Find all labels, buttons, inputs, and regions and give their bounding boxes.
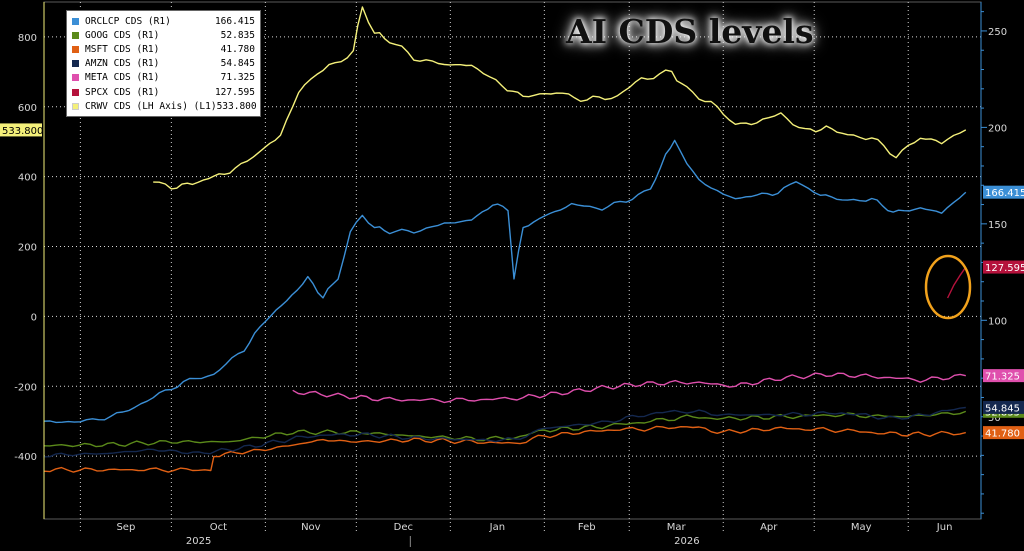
x-tick-label: Dec [394, 522, 413, 533]
left-tick-label: -200 [14, 382, 37, 393]
legend-label: ORCLCP CDS (R1) [85, 15, 171, 27]
left-tick-label: -400 [14, 452, 37, 463]
x-tick-label: Feb [578, 522, 596, 533]
series-line-amzn [43, 406, 966, 458]
x-tick-label: Mar [667, 522, 687, 533]
last-value-label: 71.325 [985, 372, 1020, 383]
last-value-label: 127.595 [985, 263, 1024, 274]
legend-label: GOOG CDS (R1) [85, 29, 160, 41]
legend-label: SPCX CDS (R1) [85, 86, 160, 98]
right-tick-label: 200 [988, 123, 1007, 134]
legend-swatch [72, 102, 79, 110]
legend-swatch [72, 17, 79, 25]
legend-swatch [72, 45, 79, 53]
chart-title: AI CDS levels [566, 12, 814, 51]
left-tick-label: 200 [18, 243, 37, 254]
legend-item-amzn: AMZN CDS (R1) 54.845 [72, 57, 255, 71]
x-tick-label: Sep [116, 522, 135, 533]
last-value-tag [983, 400, 1024, 414]
legend-label: META CDS (R1) [85, 72, 160, 84]
legend-swatch [72, 74, 79, 82]
legend-label: CRWV CDS (LH Axis) (L1) [85, 100, 217, 112]
legend-value: 166.415 [214, 15, 255, 27]
series-line-msft [43, 425, 966, 473]
legend-item-meta: META CDS (R1) 71.325 [72, 71, 255, 85]
legend-value: 533.800 [216, 100, 257, 112]
x-tick-label: Jan [489, 522, 505, 533]
x-tick-label: May [851, 522, 872, 533]
legend-swatch [72, 31, 79, 39]
legend: ORCLCP CDS (R1) 166.415 GOOG CDS (R1) 52… [66, 10, 261, 118]
legend-label: AMZN CDS (R1) [85, 58, 160, 70]
legend-value: 71.325 [220, 72, 255, 84]
year-label: 2026 [674, 536, 699, 547]
legend-item-orclcp: ORCLCP CDS (R1) 166.415 [72, 14, 255, 28]
legend-swatch [72, 60, 79, 68]
last-value-tag [983, 426, 1024, 440]
left-tick-label: 400 [18, 173, 37, 184]
last-value-tag [983, 185, 1024, 199]
left-tick-label: 600 [18, 103, 37, 114]
last-value-label: 54.845 [985, 403, 1020, 414]
right-tick-label: 150 [988, 220, 1007, 231]
left-tick-label: 800 [18, 33, 37, 44]
legend-item-msft: MSFT CDS (R1) 41.780 [72, 42, 255, 56]
series-lines [43, 6, 967, 473]
last-value-label: 533.800 [2, 126, 43, 137]
legend-value: 41.780 [220, 43, 255, 55]
left-tick-label: 0 [31, 312, 37, 323]
series-line-spcx [946, 266, 967, 299]
x-tick-label: Nov [301, 522, 321, 533]
legend-item-goog: GOOG CDS (R1) 52.835 [72, 28, 255, 42]
highlight-circle [924, 254, 972, 320]
x-tick-label: Apr [760, 522, 778, 533]
legend-value: 54.845 [220, 58, 255, 70]
legend-swatch [72, 88, 79, 96]
series-line-meta [292, 372, 966, 404]
right-tick-label: 100 [988, 316, 1007, 327]
legend-value: 52.835 [220, 29, 255, 41]
legend-item-spcx: SPCX CDS (R1) 127.595 [72, 85, 255, 99]
legend-item-crwv: CRWV CDS (LH Axis) (L1) 533.800 [72, 99, 257, 113]
series-line-orclcp [43, 139, 967, 424]
x-tick-label: Oct [210, 522, 227, 533]
last-value-tag [983, 369, 1024, 383]
right-tick-label: 250 [988, 27, 1007, 38]
x-tick-label: Jun [936, 522, 953, 533]
right-tick-label: 50 [988, 413, 1001, 424]
series-line-crwv [153, 6, 967, 190]
last-value-tag [983, 260, 1024, 274]
last-value-label: 41.780 [985, 429, 1020, 440]
legend-label: MSFT CDS (R1) [85, 43, 160, 55]
legend-value: 127.595 [214, 86, 255, 98]
last-value-label: 166.415 [985, 188, 1024, 199]
last-value-tag [0, 123, 42, 137]
year-label: 2025 [186, 536, 211, 547]
